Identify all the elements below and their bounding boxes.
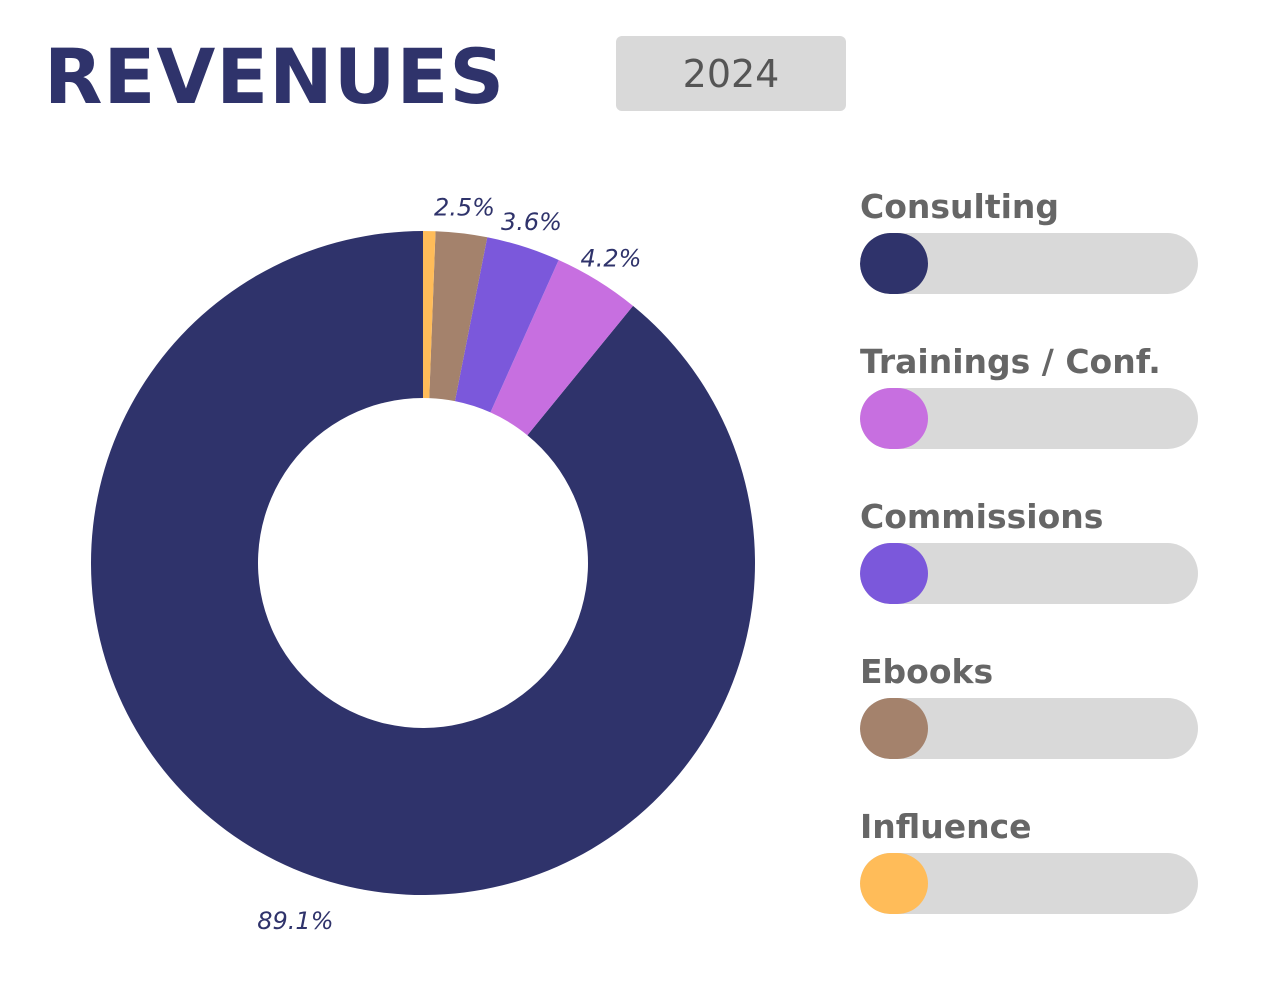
legend-item-commissions: Commissions: [860, 495, 1200, 650]
legend-track: [860, 698, 1198, 759]
legend-item-influence: Influence: [860, 805, 1200, 960]
slice-consulting: [90, 231, 756, 895]
legend-swatch-fill: [860, 543, 928, 604]
data-label-commissions: 3.6%: [501, 208, 562, 236]
legend-item-trainings: Trainings / Conf.: [860, 340, 1200, 495]
legend: Consulting Trainings / Conf. Commissions…: [860, 185, 1200, 960]
legend-label: Consulting: [860, 187, 1060, 226]
legend-swatch-fill: [860, 698, 928, 759]
data-label-trainings: 4.2%: [581, 244, 642, 272]
legend-label: Commissions: [860, 497, 1104, 536]
donut-chart: 89.1% 4.2% 3.6%2.5%: [90, 193, 756, 935]
slice-influence: [423, 231, 436, 399]
legend-label: Influence: [860, 807, 1032, 846]
slice-trainings: [490, 259, 634, 436]
legend-label: Ebooks: [860, 652, 994, 691]
data-label-consulting: 89.1%: [257, 907, 333, 935]
legend-item-ebooks: Ebooks: [860, 650, 1200, 805]
legend-track: [860, 233, 1198, 294]
slice-commissions: [454, 237, 559, 413]
legend-label: Trainings / Conf.: [860, 342, 1161, 381]
legend-track: [860, 853, 1198, 914]
legend-item-consulting: Consulting: [860, 185, 1200, 340]
legend-swatch-fill: [860, 853, 928, 914]
legend-track: [860, 543, 1198, 604]
data-label-ebooks: 2.5%: [434, 193, 495, 221]
legend-swatch-fill: [860, 388, 928, 449]
chart-title: REVENUES: [44, 32, 506, 121]
year-selector[interactable]: 2024: [616, 36, 846, 111]
legend-track: [860, 388, 1198, 449]
slice-ebooks: [429, 231, 488, 402]
legend-swatch-fill: [860, 233, 928, 294]
